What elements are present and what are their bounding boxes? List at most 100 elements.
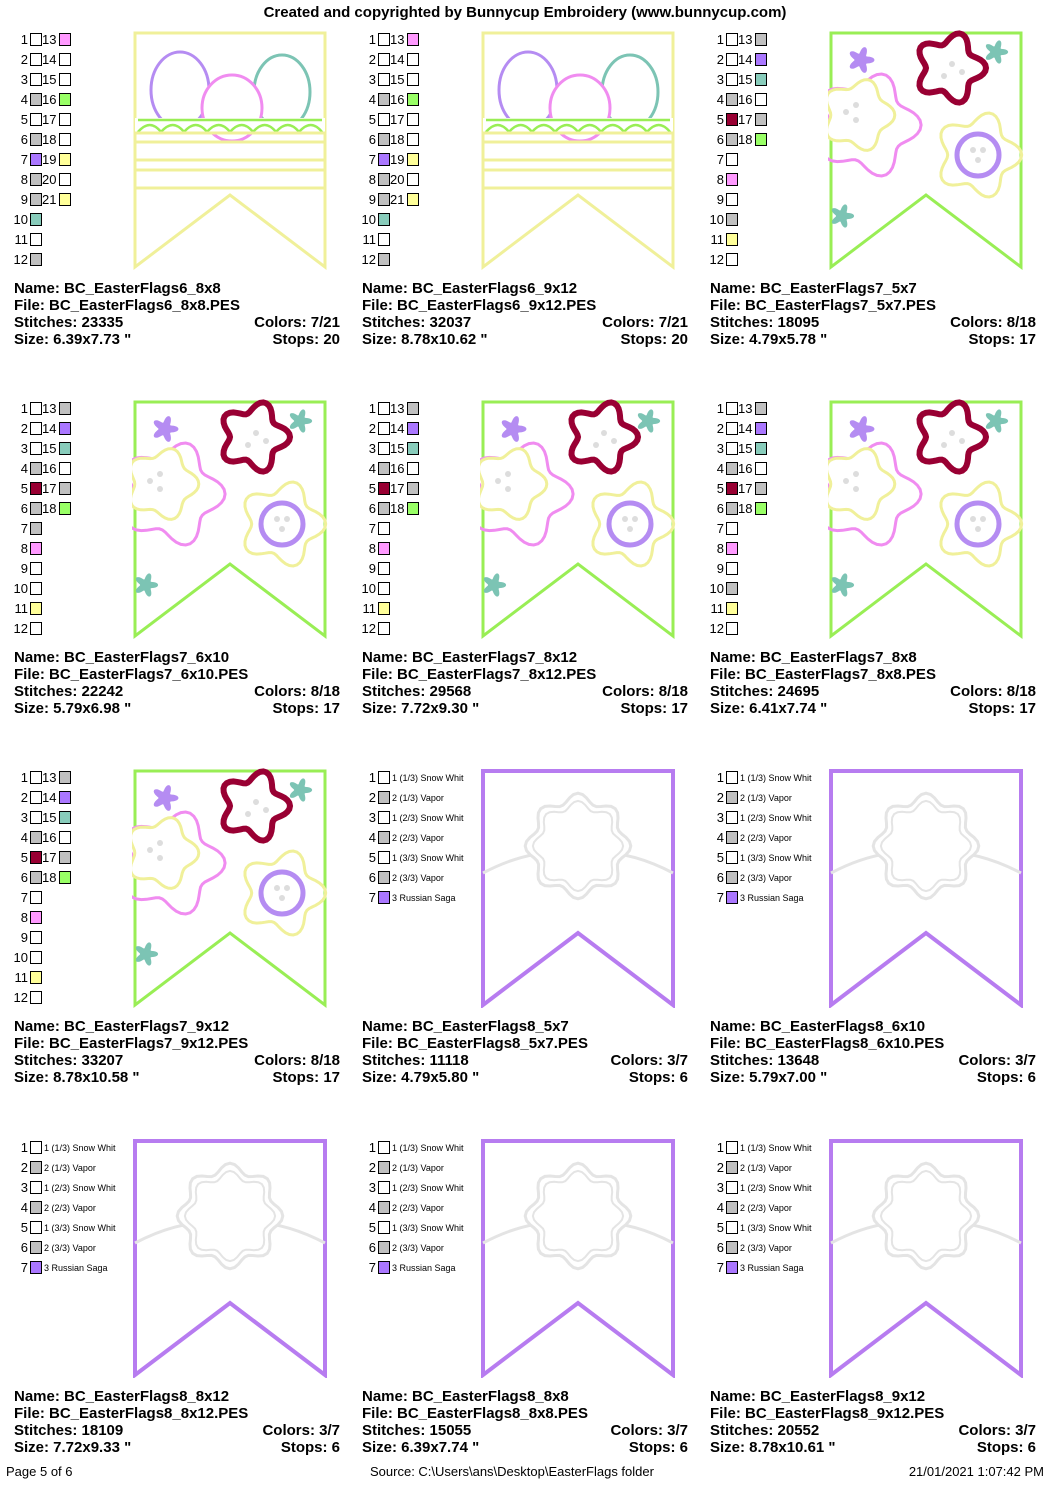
small-flower-teal: [637, 409, 661, 433]
color-swatch: [30, 1141, 42, 1154]
stitch-count: Stitches: 18109: [14, 1422, 124, 1439]
color-swatch: [30, 173, 42, 186]
color-swatch: [30, 133, 42, 146]
color-swatch: [30, 1221, 42, 1234]
color-swatch: [59, 33, 71, 46]
footer-source: Source: C:\Users\ans\Desktop\EasterFlags…: [370, 1464, 654, 1479]
design-card: 1 13 2 14 3 15 4 16 5 17 6 18 7 8 9 10 11 12 Name: BC_East…: [710, 30, 1050, 390]
palette-index: 3: [716, 441, 724, 456]
color-swatch: [407, 402, 419, 415]
button-purple: [258, 869, 306, 917]
color-swatch: [726, 771, 738, 784]
stop-count: Stops: 6: [280, 1439, 340, 1456]
palette-index: 6: [368, 870, 376, 885]
color-swatch: [378, 811, 390, 824]
color-swatch: [30, 462, 42, 475]
design-preview: [481, 769, 675, 1008]
palette-index: 9: [716, 561, 724, 576]
palette-index: 10: [13, 212, 28, 227]
info-line: File: BC_EasterFlags8_6x10.PES: [710, 1035, 1036, 1052]
color-swatch: [378, 1201, 390, 1214]
palette-row: 7 3 Russian Saga: [14, 1258, 134, 1278]
flower-maroon: [568, 399, 642, 475]
color-swatch: [726, 73, 738, 86]
design-info: Name: BC_EasterFlags8_6x10 File: BC_Easte…: [710, 1018, 1036, 1086]
color-swatch: [59, 402, 71, 415]
color-swatch: [378, 193, 390, 206]
button-hole: [622, 516, 628, 522]
palette-row: 7 3 Russian Saga: [362, 1258, 482, 1278]
design-info: Name: BC_EasterFlags8_8x12 File: BC_Easte…: [14, 1388, 340, 1456]
color-swatch: [378, 522, 390, 535]
color-swatch: [378, 851, 390, 864]
palette-index: 2: [20, 52, 28, 67]
palette-index: 7: [20, 521, 28, 536]
palette-index: 10: [361, 581, 376, 596]
palette-index: 7: [368, 890, 376, 905]
palette-index: 3: [20, 72, 28, 87]
design-name: Name: BC_EasterFlags7_8x8: [710, 649, 917, 666]
color-swatch: [30, 771, 42, 784]
thread-label: 1 (1/3) Snow Whit: [740, 1143, 812, 1153]
info-line: Name: BC_EasterFlags7_5x7: [710, 280, 1036, 297]
color-swatch: [378, 422, 390, 435]
button-hole: [611, 438, 617, 444]
design-card: 1 13 2 14 3 15 4 16 5 17 6 18 7 8 9 10 11 12 Name: BC_East…: [14, 399, 354, 759]
info-line: Stitches: 32037 Colors: 7/21: [362, 314, 688, 331]
button-hole: [505, 486, 511, 492]
color-swatch: [726, 1141, 738, 1154]
palette-index: 6: [716, 132, 724, 147]
palette-row: 1 13: [362, 30, 482, 50]
color-count: Colors: 7/21: [254, 314, 340, 331]
color-swatch: [59, 442, 71, 455]
color-swatch: [59, 422, 71, 435]
palette-index: 4: [20, 92, 28, 107]
palette-row: 2 14: [710, 419, 830, 439]
thread-label: 2 (3/3) Vapor: [740, 1243, 792, 1253]
palette-index: 2: [716, 1160, 724, 1175]
palette-row: 6 2 (3/3) Vapor: [362, 1238, 482, 1258]
small-flower-teal: [289, 778, 313, 802]
color-swatch: [59, 871, 71, 884]
color-swatch: [59, 133, 71, 146]
palette-index: 18: [42, 870, 57, 885]
palette-index: 6: [368, 1240, 376, 1255]
palette-index: 1: [716, 401, 724, 416]
color-swatch: [30, 911, 42, 924]
stitch-count: Stitches: 23335: [14, 314, 124, 331]
color-swatch: [59, 771, 71, 784]
palette-index: 12: [361, 621, 376, 636]
thread-label: 2 (3/3) Vapor: [740, 873, 792, 883]
color-swatch: [30, 602, 42, 615]
palette-index: 16: [738, 461, 753, 476]
palette-row: 3 15: [14, 439, 134, 459]
palette-index: 3: [716, 1180, 724, 1195]
palette-row: 6 18: [14, 499, 134, 519]
info-line: Stitches: 23335 Colors: 7/21: [14, 314, 340, 331]
palette-index: 15: [390, 72, 405, 87]
palette-row: 7: [710, 519, 830, 539]
stitch-count: Stitches: 15055: [362, 1422, 472, 1439]
palette-index: 16: [42, 461, 57, 476]
info-line: Stitches: 18095 Colors: 8/18: [710, 314, 1036, 331]
thread-label: 2 (2/3) Vapor: [392, 833, 444, 843]
palette-index: 7: [716, 890, 724, 905]
palette-row: 5 17: [14, 848, 134, 868]
palette-row: 3 1 (2/3) Snow Whit: [362, 808, 482, 828]
palette-index: 4: [368, 830, 376, 845]
flower-yellow-right: [939, 111, 1024, 199]
palette-index: 19: [42, 152, 57, 167]
palette-index: 5: [716, 112, 724, 127]
button-hole: [157, 471, 163, 477]
palette-row: 1 13: [362, 399, 482, 419]
palette-index: 12: [709, 621, 724, 636]
palette-index: 5: [716, 1220, 724, 1235]
color-swatch: [726, 1201, 738, 1214]
palette-index: 14: [738, 52, 753, 67]
button-hole: [980, 147, 986, 153]
color-swatch: [378, 542, 390, 555]
info-line: File: BC_EasterFlags7_8x8.PES: [710, 666, 1036, 683]
palette-index: 1: [20, 1140, 28, 1155]
palette-index: 11: [710, 232, 725, 247]
design-info: Name: BC_EasterFlags8_5x7 File: BC_Easter…: [362, 1018, 688, 1086]
